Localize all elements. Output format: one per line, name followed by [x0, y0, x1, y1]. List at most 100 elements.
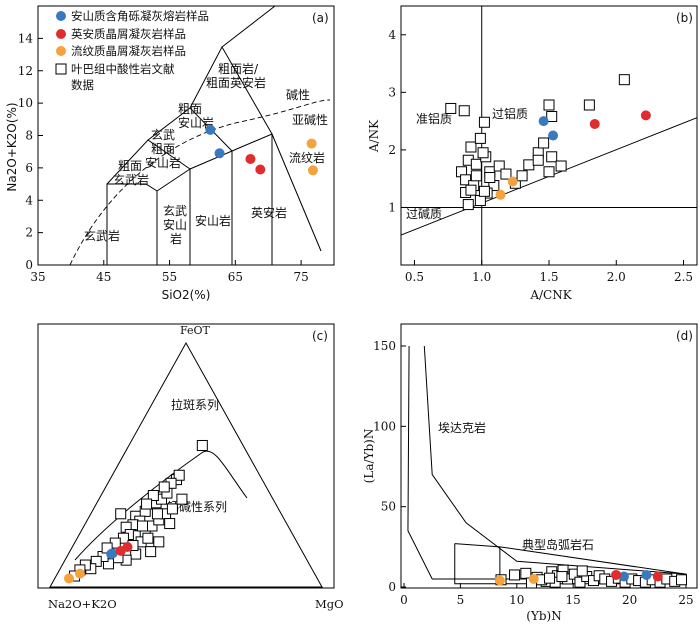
x-tick-label: 10 — [509, 593, 524, 607]
rhyolitic-point — [494, 575, 505, 586]
literature-point — [675, 574, 687, 586]
dacitic-point — [589, 118, 600, 129]
field-island-arc: 典型岛弧岩石 — [522, 537, 594, 552]
rhyolitic-point — [307, 165, 318, 176]
field-subalkaline: 亚碱性 — [292, 113, 328, 127]
x-tick-label: 0 — [400, 593, 408, 607]
literature-point — [166, 503, 178, 515]
panel-d-tag: (d) — [676, 329, 693, 343]
field-trachybasalt-2: 玄武岩 — [113, 172, 149, 187]
literature-point — [115, 508, 127, 520]
panel-d-lab-yb-diagram: (d) 埃达克岩 典型岛弧岩石 (La/Yb)N (Yb)N 0 5 10 15 20 2… — [362, 323, 698, 623]
panel-a-field-boundaries — [106, 5, 322, 265]
field-basaltic-andesite-2: 安山 — [163, 217, 187, 232]
literature-point — [538, 137, 550, 149]
x-tick-label: 35 — [30, 270, 45, 284]
literature-point — [543, 99, 555, 111]
panel-b-acnk-ank-diagram: (b) 准铝质 过铝质 过碱质 A/NK A/CNK 0.5 1.0 1.5 2.0 2… — [367, 5, 698, 302]
literature-point — [145, 546, 157, 558]
panel-c-series-divider — [74, 450, 248, 561]
y-tick-label: 4 — [25, 193, 33, 207]
field-rhyolite: 流纹岩 — [289, 150, 325, 165]
literature-point — [493, 160, 505, 172]
field-tholeiitic: 拉斑系列 — [171, 397, 219, 412]
legend-dacitic-label: 英安质晶屑凝灰岩样品 — [71, 27, 186, 41]
dacitic-point — [640, 110, 651, 121]
field-dacite: 英安岩 — [251, 205, 287, 220]
literature-point — [465, 141, 477, 153]
dacitic-point — [255, 164, 266, 175]
field-trachybasalt-1: 粗面 — [118, 159, 142, 173]
literature-point — [147, 490, 159, 501]
rhyolitic-point — [495, 189, 506, 200]
literature-point — [574, 576, 586, 588]
field-basaltic-trachyandesite-1: 玄武 — [151, 127, 175, 142]
panel-d-xlabel: (Yb)N — [526, 609, 561, 623]
literature-point — [477, 147, 489, 159]
literature-point — [474, 132, 486, 144]
dacitic-point — [245, 153, 256, 164]
field-basaltic-trachyandesite-3: 安山岩 — [145, 155, 181, 170]
field-trachyte-1: 粗面岩/ — [218, 61, 259, 76]
panel-b-xlabel: A/CNK — [529, 288, 572, 302]
literature-point — [465, 184, 477, 196]
y-tick-label: 150 — [373, 339, 396, 353]
x-tick-label: 2.5 — [674, 270, 693, 284]
field-basaltic-andesite-3: 岩 — [170, 231, 182, 246]
y-tick-label: 10 — [18, 96, 33, 110]
panel-c-afm-diagram: (c) 拉斑系列 钙碱性系列 FeOT Na2O+K2O MgO — [37, 323, 344, 611]
panel-a-marks: 35 45 55 65 75 0 2 4 6 8 10 12 14 — [18, 31, 318, 284]
x-tick-label: 15 — [566, 593, 581, 607]
legend-andesitic-label: 安山质含角砾凝灰熔岩样品 — [71, 9, 209, 23]
panel-b-marks: 0.5 1.0 1.5 2.0 2.5 1 2 3 4 — [388, 28, 693, 284]
literature-point — [500, 168, 512, 180]
panel-a-tag: (a) — [312, 11, 329, 25]
literature-point — [151, 508, 163, 520]
field-trachyandesite-2: 安山岩 — [178, 115, 214, 130]
x-tick-label: 25 — [678, 593, 693, 607]
y-tick-label: 8 — [25, 129, 33, 143]
field-alkaline: 碱性 — [286, 88, 310, 102]
dacitic-point — [611, 569, 622, 580]
x-tick-label: 0.5 — [405, 270, 424, 284]
panel-d-frame — [400, 323, 698, 589]
literature-point — [532, 154, 544, 166]
field-andesite: 安山岩 — [195, 213, 231, 228]
literature-point — [556, 571, 568, 583]
andesitic-point — [641, 569, 652, 580]
literature-point — [523, 159, 535, 171]
panel-d-ylabel: (La/Yb)N — [362, 429, 376, 484]
andesitic-point — [205, 124, 216, 135]
literature-point — [509, 569, 521, 581]
literature-point — [173, 469, 185, 481]
literature-point — [546, 111, 558, 123]
legend-literature-label-2: 数据 — [71, 78, 94, 92]
literature-point — [470, 158, 482, 170]
panel-c-apex-top: FeOT — [180, 324, 211, 337]
panel-a-tas-diagram: (a) 玄武岩 玄武 安山 岩 安山岩 英安岩 流纹岩 粗面 玄武岩 玄武 粗面… — [5, 5, 335, 302]
x-tick-label: 55 — [162, 270, 177, 284]
x-tick-label: 1.5 — [539, 270, 558, 284]
y-tick-label: 0 — [388, 580, 396, 594]
field-basaltic-andesite-1: 玄武 — [163, 203, 187, 218]
x-tick-label: 75 — [293, 270, 308, 284]
y-tick-label: 2 — [25, 226, 33, 240]
panel-d-marks: 0 5 10 15 20 25 0 50 100 150 — [373, 339, 694, 607]
andesitic-point — [548, 130, 559, 141]
rhyolitic-point — [64, 573, 75, 584]
literature-point — [576, 565, 588, 577]
literature-point — [543, 166, 555, 178]
panel-a-ylabel: Na2O+K2O(%) — [5, 102, 19, 191]
andesitic-point — [214, 148, 225, 159]
literature-point — [176, 493, 188, 505]
x-tick-label: 20 — [622, 593, 637, 607]
andesitic-point — [107, 548, 118, 559]
literature-point — [583, 99, 595, 111]
y-tick-label: 4 — [388, 28, 396, 42]
field-trachyte-2: 粗面英安岩 — [206, 75, 266, 90]
x-tick-label: 65 — [228, 270, 243, 284]
y-tick-label: 50 — [381, 500, 396, 514]
literature-point — [478, 116, 490, 128]
literature-point — [462, 199, 474, 211]
